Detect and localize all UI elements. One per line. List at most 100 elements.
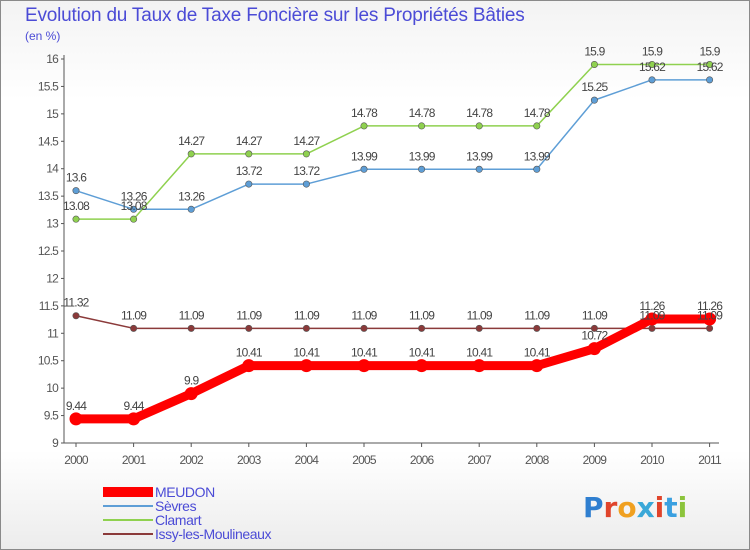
data-point [533, 324, 541, 332]
y-tick-label: 10 [46, 381, 59, 395]
data-point [130, 205, 138, 213]
logo-letter: o [617, 491, 637, 524]
data-point [530, 359, 544, 373]
data-label: 10.41 [524, 346, 551, 360]
data-label: 11.32 [63, 296, 89, 310]
data-label: 11.09 [524, 308, 550, 322]
y-tick-label: 9.5 [44, 409, 59, 423]
data-label: 11.09 [582, 308, 608, 322]
y-tick-label: 10.5 [38, 354, 59, 368]
data-label: 13.26 [121, 189, 148, 203]
data-label: 11.09 [697, 308, 723, 322]
data-point [130, 324, 138, 332]
data-point [69, 412, 83, 426]
x-tick-label: 2002 [179, 453, 204, 467]
data-point [72, 187, 80, 195]
legend-swatch-clamart [103, 519, 153, 521]
legend-item-clamart: Clamart [103, 513, 271, 527]
data-point [72, 215, 80, 223]
data-point [645, 312, 659, 326]
legend-swatch-sevres [103, 505, 153, 507]
data-label: 14.27 [178, 134, 205, 148]
y-tick-label: 12.5 [38, 244, 59, 258]
data-point [187, 150, 195, 158]
legend-item-sevres: Sèvres [103, 499, 271, 513]
data-label: 13.08 [63, 199, 90, 213]
data-label: 10.41 [409, 346, 436, 360]
y-tick-label: 11.5 [39, 299, 59, 313]
data-point [360, 165, 368, 173]
data-point [242, 359, 256, 373]
data-label: 11.09 [121, 308, 147, 322]
data-point [302, 324, 310, 332]
data-label: 15.62 [639, 60, 666, 74]
unit-label: (en %) [25, 29, 61, 43]
data-point [360, 324, 368, 332]
legend-label-meudon: MEUDON [155, 484, 215, 500]
data-label: 9.9 [184, 374, 199, 388]
data-label: 11.09 [294, 308, 320, 322]
data-point [475, 324, 483, 332]
data-point [590, 324, 598, 332]
data-point [418, 324, 426, 332]
data-point [418, 165, 426, 173]
data-point [475, 165, 483, 173]
data-point [706, 76, 714, 84]
data-point [302, 180, 310, 188]
x-tick-label: 2007 [467, 453, 492, 467]
data-label: 15.9 [584, 44, 605, 58]
data-label: 15.62 [697, 60, 724, 74]
x-tick-label: 2010 [640, 453, 665, 467]
logo-letter: r [603, 491, 618, 524]
series-line [75, 63, 711, 220]
data-label: 15.9 [642, 44, 663, 58]
data-label: 13.26 [178, 189, 205, 203]
legend-item-meudon: MEUDON [103, 485, 271, 499]
data-point [533, 122, 541, 130]
data-point [187, 324, 195, 332]
data-label: 11.09 [236, 308, 262, 322]
y-tick-label: 12 [46, 271, 59, 285]
x-tick-label: 2000 [64, 453, 89, 467]
x-tick-label: 2009 [583, 453, 608, 467]
y-tick-label: 13 [46, 217, 59, 231]
data-label: 11.26 [639, 299, 665, 313]
data-point [245, 150, 253, 158]
data-point [245, 180, 253, 188]
data-label: 11.26 [697, 299, 723, 313]
y-tick-label: 15.5 [38, 79, 59, 93]
y-tick-label: 16 [46, 52, 59, 66]
y-tick-label: 14 [46, 162, 59, 176]
y-tick-label: 9 [52, 436, 59, 450]
data-point [706, 60, 714, 68]
data-label: 13.99 [524, 149, 551, 163]
logo-letter: P [583, 491, 604, 524]
series-line [75, 79, 711, 211]
data-point [533, 165, 541, 173]
data-point [648, 324, 656, 332]
data-point [299, 359, 313, 373]
data-label: 13.08 [121, 199, 148, 213]
data-label: 10.41 [466, 346, 493, 360]
data-point [706, 324, 714, 332]
data-point [357, 359, 371, 373]
legend: MEUDON Sèvres Clamart Issy-les-Moulineau… [103, 485, 272, 541]
data-label: 10.41 [293, 346, 320, 360]
data-point [415, 359, 429, 373]
y-tick-label: 14.5 [38, 134, 59, 148]
data-label: 11.09 [639, 308, 665, 322]
y-tick-label: 11 [47, 326, 59, 340]
series-line [71, 314, 715, 424]
x-tick-label: 2001 [122, 453, 147, 467]
data-point [245, 324, 253, 332]
data-point [648, 76, 656, 84]
data-label: 10.41 [236, 346, 263, 360]
data-point [648, 60, 656, 68]
x-tick-label: 2003 [237, 453, 262, 467]
legend-label-clamart: Clamart [155, 512, 202, 528]
data-point [590, 96, 598, 104]
data-point [418, 122, 426, 130]
data-label: 14.78 [409, 106, 436, 120]
